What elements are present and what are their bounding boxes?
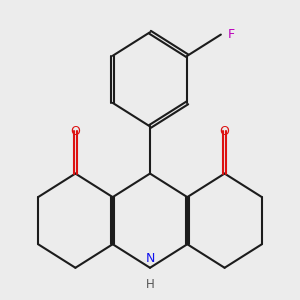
Text: O: O — [220, 125, 230, 138]
Text: F: F — [228, 28, 235, 41]
Text: H: H — [146, 278, 154, 291]
Text: O: O — [70, 125, 80, 138]
Text: N: N — [145, 252, 155, 265]
